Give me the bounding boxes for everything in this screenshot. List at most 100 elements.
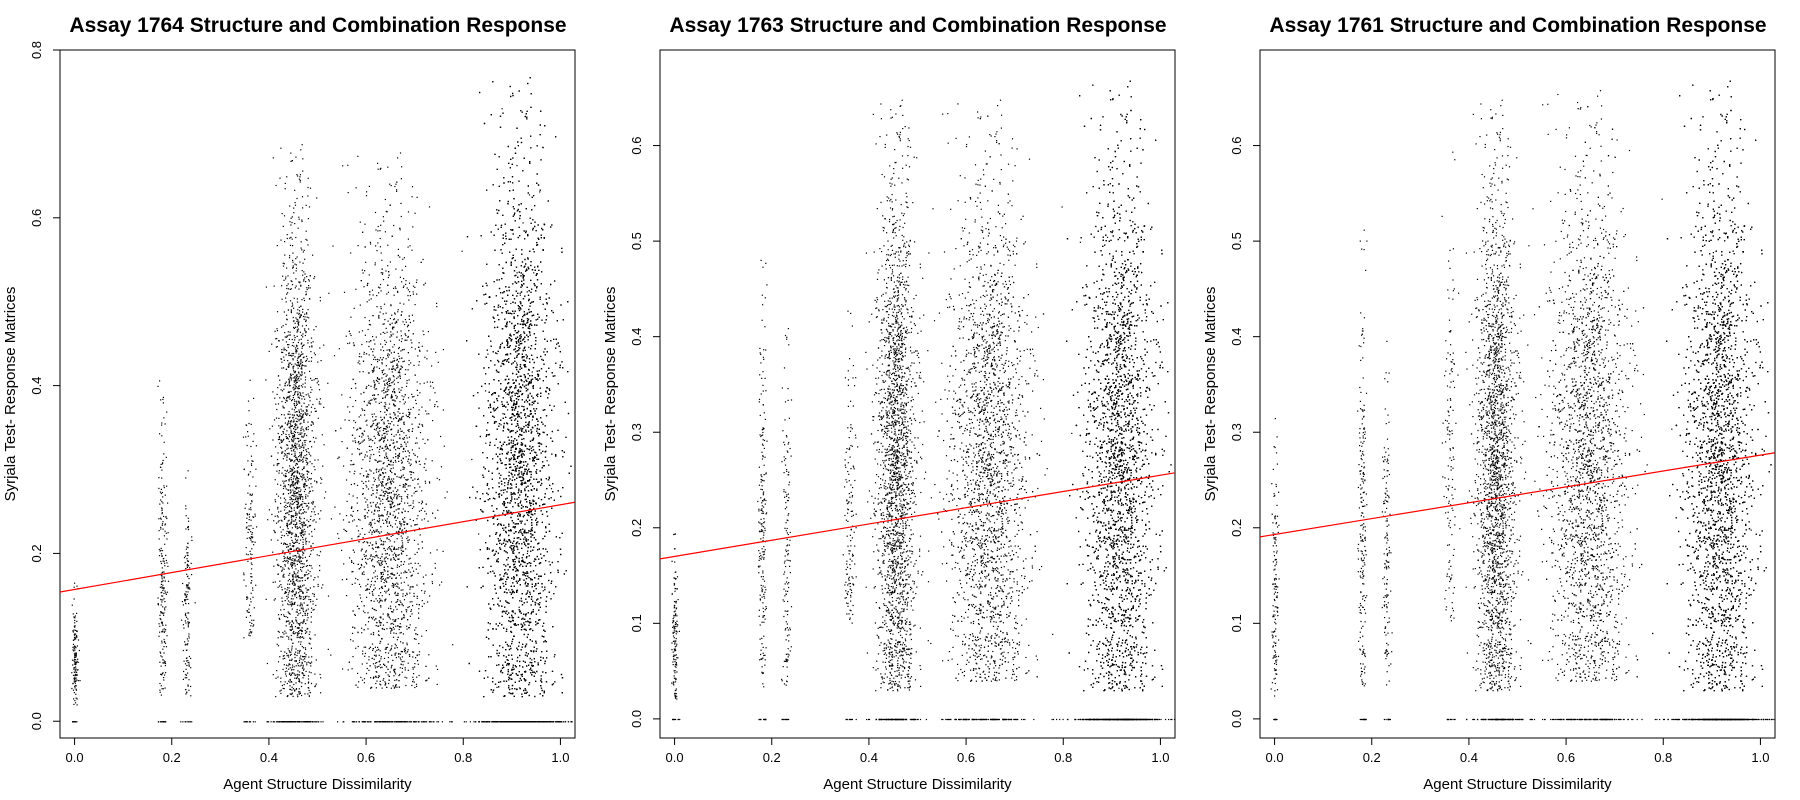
- scatter-point: [372, 294, 374, 296]
- scatter-point: [313, 608, 315, 611]
- scatter-point: [378, 625, 380, 627]
- scatter-point: [318, 555, 320, 557]
- scatter-point: [404, 502, 406, 504]
- scatter-point: [162, 589, 164, 592]
- scatter-point: [280, 689, 282, 691]
- scatter-point: [187, 660, 189, 662]
- scatter-point: [422, 425, 424, 427]
- scatter-point: [300, 621, 302, 624]
- scatter-point: [283, 428, 285, 430]
- scatter-point: [391, 645, 393, 647]
- scatter-point: [249, 598, 252, 600]
- scatter-point: [305, 485, 307, 487]
- scatter-point: [410, 575, 412, 577]
- scatter-point: [418, 501, 420, 504]
- scatter-point: [431, 581, 433, 583]
- scatter-point: [373, 370, 375, 372]
- scatter-point: [361, 441, 363, 443]
- scatter-point: [289, 244, 292, 246]
- scatter-point: [187, 584, 189, 586]
- scatter-point: [188, 689, 190, 691]
- scatter-point: [298, 456, 300, 458]
- scatter-point: [294, 385, 297, 387]
- scatter-point: [297, 322, 299, 324]
- scatter-point: [408, 411, 410, 413]
- scatter-point: [303, 446, 305, 448]
- scatter-point: [304, 661, 306, 663]
- scatter-point: [181, 601, 183, 603]
- scatter-point: [360, 356, 362, 358]
- scatter-point: [303, 318, 305, 320]
- scatter-point: [398, 452, 401, 455]
- scatter-point: [302, 547, 304, 549]
- scatter-point: [367, 473, 369, 475]
- scatter-point: [386, 532, 388, 534]
- scatter-point: [400, 335, 402, 337]
- scatter-point: [368, 323, 370, 326]
- scatter-point: [282, 351, 284, 354]
- scatter-point: [366, 341, 368, 343]
- scatter-point: [387, 613, 389, 615]
- scatter-point: [307, 462, 309, 464]
- scatter-point: [291, 439, 293, 441]
- scatter-point: [406, 326, 409, 328]
- scatter-point: [311, 511, 313, 513]
- scatter-point: [384, 487, 386, 489]
- scatter-point: [400, 476, 403, 478]
- scatter-point: [399, 374, 401, 376]
- scatter-point: [298, 636, 300, 638]
- scatter-point: [393, 668, 395, 671]
- scatter-point: [290, 693, 292, 696]
- scatter-point: [384, 435, 386, 437]
- scatter-point: [288, 352, 290, 354]
- scatter-point: [187, 685, 189, 687]
- scatter-point: [379, 446, 381, 448]
- scatter-point: [365, 195, 368, 197]
- scatter-point: [74, 626, 76, 628]
- scatter-point: [400, 650, 402, 653]
- scatter-point: [292, 632, 294, 634]
- scatter-point: [292, 664, 294, 666]
- scatter-point: [393, 357, 395, 359]
- scatter-point: [380, 401, 382, 403]
- scatter-point: [313, 586, 315, 588]
- scatter-point: [74, 671, 76, 673]
- scatter-point: [288, 531, 290, 533]
- scatter-point: [366, 589, 369, 591]
- scatter-point: [301, 521, 303, 524]
- scatter-point: [295, 386, 297, 388]
- scatter-point: [403, 421, 405, 423]
- scatter-point: [373, 518, 375, 521]
- scatter-point: [371, 526, 373, 529]
- scatter-point: [284, 484, 286, 486]
- scatter-point: [372, 548, 374, 550]
- scatter-point: [274, 598, 276, 600]
- scatter-point: [306, 574, 308, 576]
- scatter-point: [372, 489, 374, 491]
- scatter-point: [296, 547, 298, 549]
- scatter-point: [300, 504, 302, 506]
- scatter-point: [299, 623, 301, 625]
- scatter-point: [397, 248, 399, 250]
- scatter-point: [362, 409, 364, 411]
- scatter-point: [384, 437, 386, 439]
- scatter-point: [284, 592, 286, 595]
- scatter-point: [397, 558, 399, 560]
- scatter-point: [294, 388, 296, 390]
- scatter-point: [292, 466, 294, 468]
- scatter-point: [299, 650, 301, 652]
- scatter-point: [303, 483, 305, 485]
- scatter-point: [296, 541, 298, 543]
- scatter-point: [290, 459, 293, 461]
- scatter-point: [377, 225, 379, 228]
- scatter-point: [298, 371, 300, 373]
- scatter-point: [357, 672, 359, 674]
- scatter-point: [289, 470, 291, 472]
- scatter-point: [302, 477, 304, 479]
- scatter-point: [293, 320, 295, 322]
- scatter-point: [248, 611, 250, 613]
- scatter-point: [406, 644, 408, 646]
- scatter-point: [409, 624, 411, 626]
- scatter-point: [369, 458, 371, 460]
- scatter-point: [315, 683, 317, 685]
